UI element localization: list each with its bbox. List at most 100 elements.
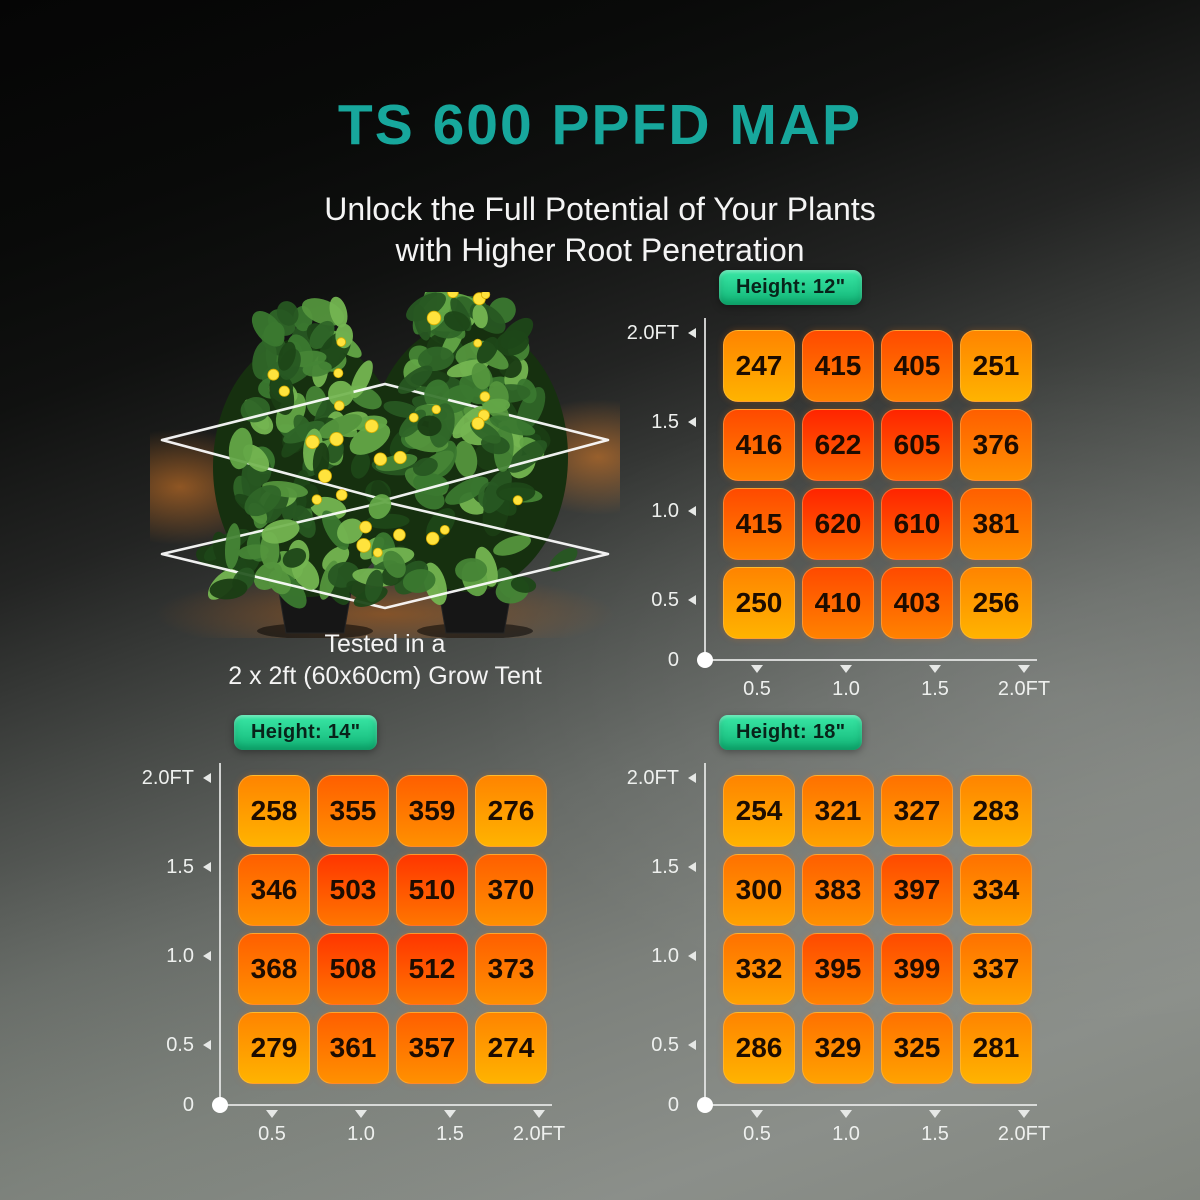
- ppfd-value-cell: 274: [475, 1012, 547, 1084]
- y-axis-tick-label: 1.5: [620, 855, 696, 879]
- figure-caption: Tested in a 2 x 2ft (60x60cm) Grow Tent: [110, 628, 660, 692]
- y-tick-text: 2.0FT: [626, 321, 679, 344]
- ppfd-grid-height-12in: Height: 12" 2.0FT 1.5 1.0 0.5 0 0.5 1.0 1.5 2.0…: [620, 270, 1060, 718]
- y-axis-tick-label: 1.5: [620, 410, 696, 434]
- height-badge: Height: 12": [719, 270, 863, 305]
- y-tick-text: 0: [667, 1093, 679, 1116]
- y-tick-text: 1.5: [651, 410, 679, 433]
- ppfd-value-cell: 286: [723, 1012, 795, 1084]
- x-tick-text: 1.5: [921, 1123, 949, 1145]
- x-tick-marker-icon: [1018, 665, 1030, 673]
- ppfd-value-cell: 395: [802, 933, 874, 1005]
- heatmap-cells: 254 321 327 283 300 383 397 334 332 395 399 337 286 3…: [723, 775, 1032, 1084]
- y-tick-text: 1.0: [651, 499, 679, 522]
- y-axis-line: [219, 763, 221, 1106]
- page-title: TS 600 PPFD MAP: [337, 93, 863, 157]
- ppfd-value-cell: 346: [238, 854, 310, 926]
- x-tick-text: 1.0: [832, 1123, 860, 1145]
- x-tick-marker-icon: [840, 665, 852, 673]
- y-tick-marker-icon: [688, 1040, 696, 1050]
- y-axis-tick-label: 0.5: [620, 1033, 696, 1057]
- ppfd-value-cell: 605: [881, 409, 953, 481]
- subtitle-line-1: Unlock the Full Potential of Your Plants: [324, 191, 876, 227]
- ppfd-value-cell: 410: [802, 567, 874, 639]
- x-tick-marker-icon: [751, 665, 763, 673]
- y-axis-tick-label: 0: [620, 648, 696, 672]
- x-tick-marker-icon: [355, 1110, 367, 1118]
- x-axis-tick-label: 1.0: [806, 665, 886, 701]
- x-tick-text: 0.5: [258, 1123, 286, 1145]
- y-tick-text: 0.5: [651, 1033, 679, 1056]
- x-axis-tick-label: 1.0: [321, 1110, 401, 1146]
- height-badge: Height: 18": [719, 715, 863, 750]
- heatmap-cells: 258 355 359 276 346 503 510 370 368 508 512 373 279 3…: [238, 775, 547, 1084]
- ppfd-value-cell: 327: [881, 775, 953, 847]
- ppfd-value-cell: 620: [802, 488, 874, 560]
- x-tick-marker-icon: [751, 1110, 763, 1118]
- y-tick-text: 0.5: [651, 588, 679, 611]
- ppfd-value-cell: 329: [802, 1012, 874, 1084]
- y-tick-marker-icon: [203, 862, 211, 872]
- heatmap-cells: 247 415 405 251 416 622 605 376 415 620 610 381 250 4…: [723, 330, 1032, 639]
- grow-tent-plants-photo: [150, 292, 620, 638]
- y-tick-text: 2.0FT: [626, 766, 679, 789]
- x-tick-text: 0.5: [743, 678, 771, 700]
- x-tick-marker-icon: [929, 1110, 941, 1118]
- ppfd-value-cell: 415: [802, 330, 874, 402]
- subtitle-line-2: with Higher Root Penetration: [395, 232, 805, 268]
- ppfd-value-cell: 361: [317, 1012, 389, 1084]
- x-tick-text: 0.5: [743, 1123, 771, 1145]
- ppfd-value-cell: 381: [960, 488, 1032, 560]
- x-axis-line: [704, 659, 1037, 661]
- y-axis-tick-label: 1.0: [620, 944, 696, 968]
- x-tick-marker-icon: [266, 1110, 278, 1118]
- upper-measurement-plane: [160, 382, 610, 502]
- ppfd-value-cell: 247: [723, 330, 795, 402]
- ppfd-value-cell: 415: [723, 488, 795, 560]
- x-tick-text: 1.0: [347, 1123, 375, 1145]
- ppfd-value-cell: 321: [802, 775, 874, 847]
- y-axis-tick-label: 2.0FT: [620, 321, 696, 345]
- ppfd-value-cell: 250: [723, 567, 795, 639]
- y-tick-marker-icon: [688, 951, 696, 961]
- x-axis-tick-label: 2.0FT: [984, 665, 1064, 701]
- y-tick-text: 0: [182, 1093, 194, 1116]
- y-tick-marker-icon: [203, 773, 211, 783]
- y-axis-tick-label: 1.5: [135, 855, 211, 879]
- caption-line-1: Tested in a: [324, 630, 446, 658]
- ppfd-value-cell: 283: [960, 775, 1032, 847]
- ppfd-value-cell: 503: [317, 854, 389, 926]
- ppfd-value-cell: 368: [238, 933, 310, 1005]
- ppfd-value-cell: 325: [881, 1012, 953, 1084]
- ppfd-grid-height-14in: Height: 14" 2.0FT 1.5 1.0 0.5 0 0.5 1.0 1.5 2.0…: [135, 715, 575, 1163]
- page-subtitle: Unlock the Full Potential of Your Plants…: [0, 189, 1200, 271]
- ppfd-value-cell: 376: [960, 409, 1032, 481]
- y-tick-text: 1.5: [651, 855, 679, 878]
- ppfd-value-cell: 405: [881, 330, 953, 402]
- y-tick-text: 0.5: [166, 1033, 194, 1056]
- ppfd-value-cell: 300: [723, 854, 795, 926]
- ppfd-value-cell: 251: [960, 330, 1032, 402]
- y-tick-text: 1.0: [651, 944, 679, 967]
- x-axis-line: [704, 1104, 1037, 1106]
- y-axis-tick-label: 2.0FT: [135, 766, 211, 790]
- ppfd-value-cell: 403: [881, 567, 953, 639]
- y-tick-marker-icon: [688, 773, 696, 783]
- ppfd-value-cell: 359: [396, 775, 468, 847]
- caption-line-2: 2 x 2ft (60x60cm) Grow Tent: [228, 662, 542, 690]
- y-tick-marker-icon: [203, 951, 211, 961]
- y-axis-tick-label: 1.0: [620, 499, 696, 523]
- y-axis-line: [704, 318, 706, 661]
- ppfd-value-cell: 334: [960, 854, 1032, 926]
- x-axis-tick-label: 0.5: [717, 665, 797, 701]
- yellow-flowers: [267, 292, 523, 558]
- x-axis-tick-label: 0.5: [232, 1110, 312, 1146]
- x-axis-tick-label: 0.5: [717, 1110, 797, 1146]
- x-axis-tick-label: 1.5: [895, 1110, 975, 1146]
- axis-origin-dot: [697, 1097, 713, 1113]
- y-axis-tick-label: 1.0: [135, 944, 211, 968]
- y-tick-marker-icon: [688, 506, 696, 516]
- y-axis-tick-label: 0.5: [135, 1033, 211, 1057]
- y-tick-marker-icon: [688, 595, 696, 605]
